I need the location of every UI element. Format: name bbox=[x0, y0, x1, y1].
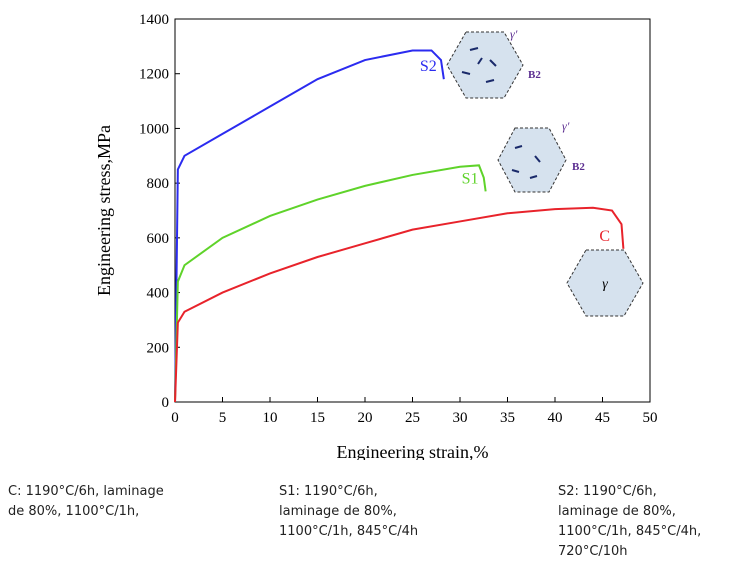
x-tick-label: 5 bbox=[219, 410, 227, 426]
caption: S2: 1190°C/6h, laminage de 80%, 1100°C/1h,… bbox=[558, 482, 701, 562]
y-tick-label: 200 bbox=[147, 340, 170, 356]
caption: S1: 1190°C/6h, laminage de 80%, 1100°C/1h,… bbox=[279, 482, 418, 542]
y-tick-label: 1000 bbox=[139, 121, 169, 137]
x-tick-label: 15 bbox=[310, 410, 325, 426]
caption-line: laminage de 80%, bbox=[558, 504, 676, 519]
annotation: γ bbox=[602, 277, 608, 292]
hexagon bbox=[497, 127, 567, 193]
caption: C: 1190°C/6h, laminage de 80%, 1100°C/1h, bbox=[8, 482, 164, 522]
caption-line: de 80%, 1100°C/1h, bbox=[8, 504, 140, 519]
x-axis-label: Engineering strain,% bbox=[337, 442, 489, 460]
y-tick-label: 1200 bbox=[139, 67, 169, 83]
x-tick-label: 10 bbox=[263, 410, 278, 426]
annotation: γ' bbox=[510, 27, 518, 41]
x-tick-label: 25 bbox=[405, 410, 420, 426]
caption-line: S2: 1190°C/6h, bbox=[558, 484, 657, 499]
caption-line: 1100°C/1h, 845°C/4h, bbox=[558, 524, 702, 539]
series-label: S2 bbox=[420, 58, 437, 75]
precipitates bbox=[461, 47, 497, 83]
series-line bbox=[174, 206, 625, 403]
x-tick-label: 50 bbox=[643, 410, 658, 426]
x-tick-label: 30 bbox=[453, 410, 468, 426]
microstructure-s2: γ' B2 bbox=[446, 27, 541, 99]
hexagon bbox=[566, 249, 644, 317]
y-axis-label: Engineering stress,MPa bbox=[94, 125, 114, 296]
annotation: B2 bbox=[572, 161, 585, 173]
x-tick-label: 35 bbox=[500, 410, 515, 426]
x-tick-label: 45 bbox=[595, 410, 610, 426]
series-line bbox=[174, 49, 445, 403]
caption-line: 1100°C/1h, 845°C/4h bbox=[279, 524, 419, 539]
caption-line: C: 1190°C/6h, laminage bbox=[8, 484, 164, 499]
microstructure-c: γ bbox=[566, 249, 644, 317]
microstructure-s1: γ' B2 bbox=[497, 119, 585, 193]
x-tick-label: 0 bbox=[171, 410, 179, 426]
series-label: S1 bbox=[462, 170, 479, 187]
hexagon bbox=[446, 31, 524, 99]
y-tick-label: 800 bbox=[147, 176, 170, 192]
x-tick-label: 40 bbox=[548, 410, 563, 426]
y-tick-label: 400 bbox=[147, 286, 170, 302]
series-line bbox=[174, 164, 487, 403]
y-tick-label: 1400 bbox=[139, 12, 169, 28]
y-tick-label: 600 bbox=[147, 231, 170, 247]
precipitates bbox=[511, 145, 541, 179]
plot-frame bbox=[174, 18, 651, 403]
chart: γ' B2 γ' B2 γ 0 5 10 15 20 25 30 35 40 45 50 0 200 40… bbox=[94, 12, 658, 460]
caption-line: laminage de 80%, bbox=[279, 504, 397, 519]
annotation: γ' bbox=[562, 119, 570, 133]
series-label: C bbox=[599, 228, 610, 245]
caption-line: S1: 1190°C/6h, bbox=[279, 484, 378, 499]
caption-line: 720°C/10h bbox=[558, 544, 628, 559]
x-tick-label: 20 bbox=[358, 410, 373, 426]
y-tick-label: 0 bbox=[162, 395, 170, 411]
annotation: B2 bbox=[528, 69, 541, 81]
